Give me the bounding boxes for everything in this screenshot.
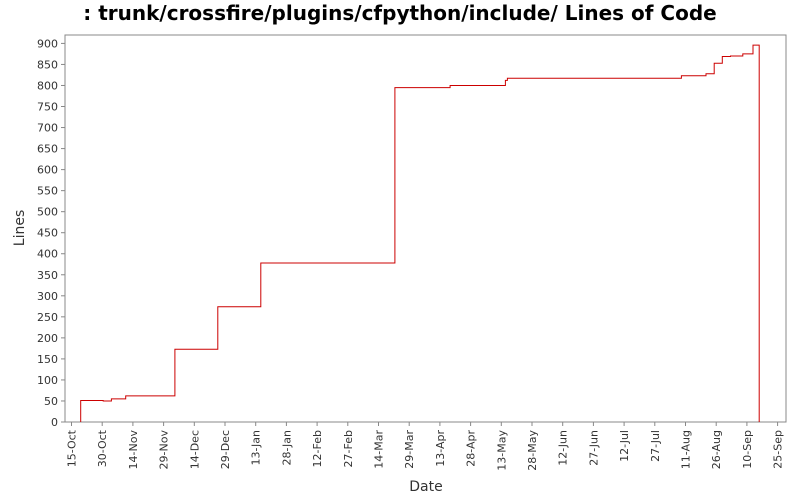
x-axis-label: Date <box>409 479 442 495</box>
x-tick-label: 28-May <box>526 430 539 471</box>
y-tick-label: 500 <box>37 206 58 219</box>
y-tick-label: 400 <box>37 248 58 261</box>
y-tick-label: 300 <box>37 290 58 303</box>
x-tick-label: 29-Mar <box>403 430 416 469</box>
x-tick-label: 13-Jan <box>250 430 263 466</box>
y-tick-label: 600 <box>37 164 58 177</box>
y-tick-label: 550 <box>37 185 58 198</box>
x-tick-label: 30-Oct <box>96 429 109 467</box>
y-axis: 0 50 100 150 200 250 300 350 400 450 500 550 600 650 7… <box>37 37 65 429</box>
y-tick-label: 250 <box>37 311 58 324</box>
y-tick-label: 750 <box>37 101 58 114</box>
series-line <box>80 44 760 422</box>
y-tick-label: 800 <box>37 79 58 92</box>
x-tick-label: 12-Jul <box>618 430 631 462</box>
x-tick-label: 28-Apr <box>465 430 478 467</box>
x-tick-label: 26-Aug <box>710 430 723 469</box>
y-tick-label: 0 <box>51 416 58 429</box>
x-tick-label: 27-Feb <box>342 430 355 467</box>
x-axis: 15-Oct 30-Oct 14-Nov 29-Nov 14-Dec 29-Dec 13-J… <box>66 422 785 471</box>
chart-title: : trunk/crossfire/plugins/cfpython/inclu… <box>83 1 716 25</box>
x-tick-label: 13-Apr <box>434 430 447 467</box>
x-tick-label: 15-Oct <box>66 429 79 467</box>
x-tick-label: 12-Jun <box>557 430 570 466</box>
y-tick-label: 150 <box>37 353 58 366</box>
x-tick-label: 10-Sep <box>741 430 754 469</box>
x-tick-label: 11-Aug <box>680 430 693 469</box>
y-tick-label: 350 <box>37 269 58 282</box>
x-tick-label: 13-May <box>495 430 508 471</box>
x-tick-label: 14-Nov <box>127 430 140 470</box>
y-tick-label: 850 <box>37 58 58 71</box>
x-tick-label: 12-Feb <box>311 430 324 467</box>
x-tick-label: 28-Jan <box>280 430 293 466</box>
x-tick-label: 27-Jun <box>587 430 600 466</box>
y-tick-label: 100 <box>37 374 58 387</box>
y-tick-label: 50 <box>44 395 58 408</box>
x-tick-label: 27-Jul <box>649 430 662 462</box>
y-axis-label: Lines <box>12 210 28 246</box>
y-tick-label: 450 <box>37 227 58 240</box>
x-tick-label: 29-Nov <box>158 430 171 470</box>
y-tick-label: 900 <box>37 37 58 50</box>
x-tick-label: 29-Dec <box>219 430 232 469</box>
y-tick-label: 650 <box>37 143 58 156</box>
plot-area <box>64 34 787 423</box>
x-tick-label: 14-Dec <box>188 430 201 469</box>
x-tick-label: 14-Mar <box>373 430 386 469</box>
x-tick-label: 25-Sep <box>772 430 785 469</box>
y-tick-label: 200 <box>37 332 58 345</box>
y-tick-label: 700 <box>37 122 58 135</box>
